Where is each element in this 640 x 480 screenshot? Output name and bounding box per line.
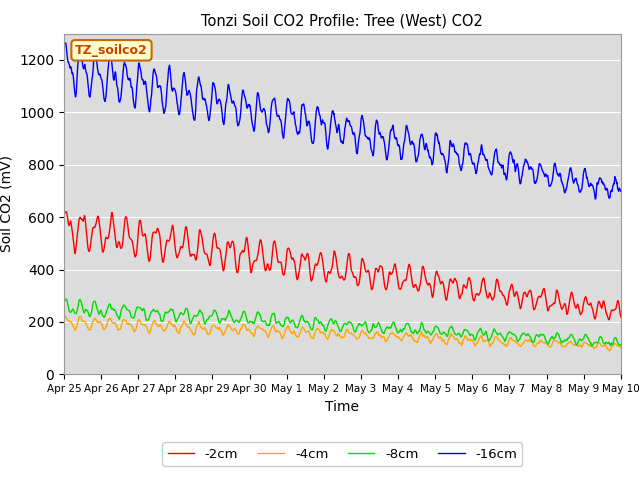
-16cm <box>592 196 600 202</box>
-8cm <box>378 326 385 332</box>
-4cm <box>297 329 305 335</box>
-2cm <box>126 235 134 241</box>
-2cm <box>104 236 111 241</box>
Line: -4cm: -4cm <box>64 316 621 351</box>
-2cm <box>61 209 69 215</box>
-8cm <box>60 300 68 305</box>
-8cm <box>318 322 326 328</box>
-2cm <box>60 212 68 217</box>
Line: -8cm: -8cm <box>64 299 621 347</box>
-4cm <box>617 345 625 350</box>
-4cm <box>308 335 316 340</box>
-4cm <box>126 322 134 328</box>
Y-axis label: Soil CO2 (mV): Soil CO2 (mV) <box>0 156 13 252</box>
Line: -16cm: -16cm <box>64 42 621 199</box>
-4cm <box>378 335 385 340</box>
-8cm <box>104 306 111 312</box>
-8cm <box>588 344 595 349</box>
-2cm <box>297 258 305 264</box>
-16cm <box>377 132 385 138</box>
-16cm <box>126 75 134 81</box>
-2cm <box>605 317 612 323</box>
-16cm <box>60 39 68 45</box>
-4cm <box>605 348 613 354</box>
-4cm <box>318 329 326 335</box>
-2cm <box>378 264 385 269</box>
-4cm <box>60 314 68 320</box>
-8cm <box>126 310 134 316</box>
Title: Tonzi Soil CO2 Profile: Tree (West) CO2: Tonzi Soil CO2 Profile: Tree (West) CO2 <box>202 13 483 28</box>
Legend: -2cm, -4cm, -8cm, -16cm: -2cm, -4cm, -8cm, -16cm <box>163 443 522 466</box>
-16cm <box>617 189 625 194</box>
Line: -2cm: -2cm <box>64 212 621 320</box>
-2cm <box>617 314 625 320</box>
-16cm <box>308 138 316 144</box>
-2cm <box>318 255 326 261</box>
-8cm <box>62 296 70 302</box>
-4cm <box>104 320 111 325</box>
X-axis label: Time: Time <box>325 400 360 414</box>
-8cm <box>308 327 316 333</box>
-16cm <box>296 124 304 130</box>
Text: TZ_soilco2: TZ_soilco2 <box>75 44 148 57</box>
-8cm <box>297 315 305 321</box>
-16cm <box>103 79 111 84</box>
-2cm <box>308 276 316 282</box>
-16cm <box>318 120 326 126</box>
-8cm <box>617 342 625 348</box>
-4cm <box>77 313 84 319</box>
